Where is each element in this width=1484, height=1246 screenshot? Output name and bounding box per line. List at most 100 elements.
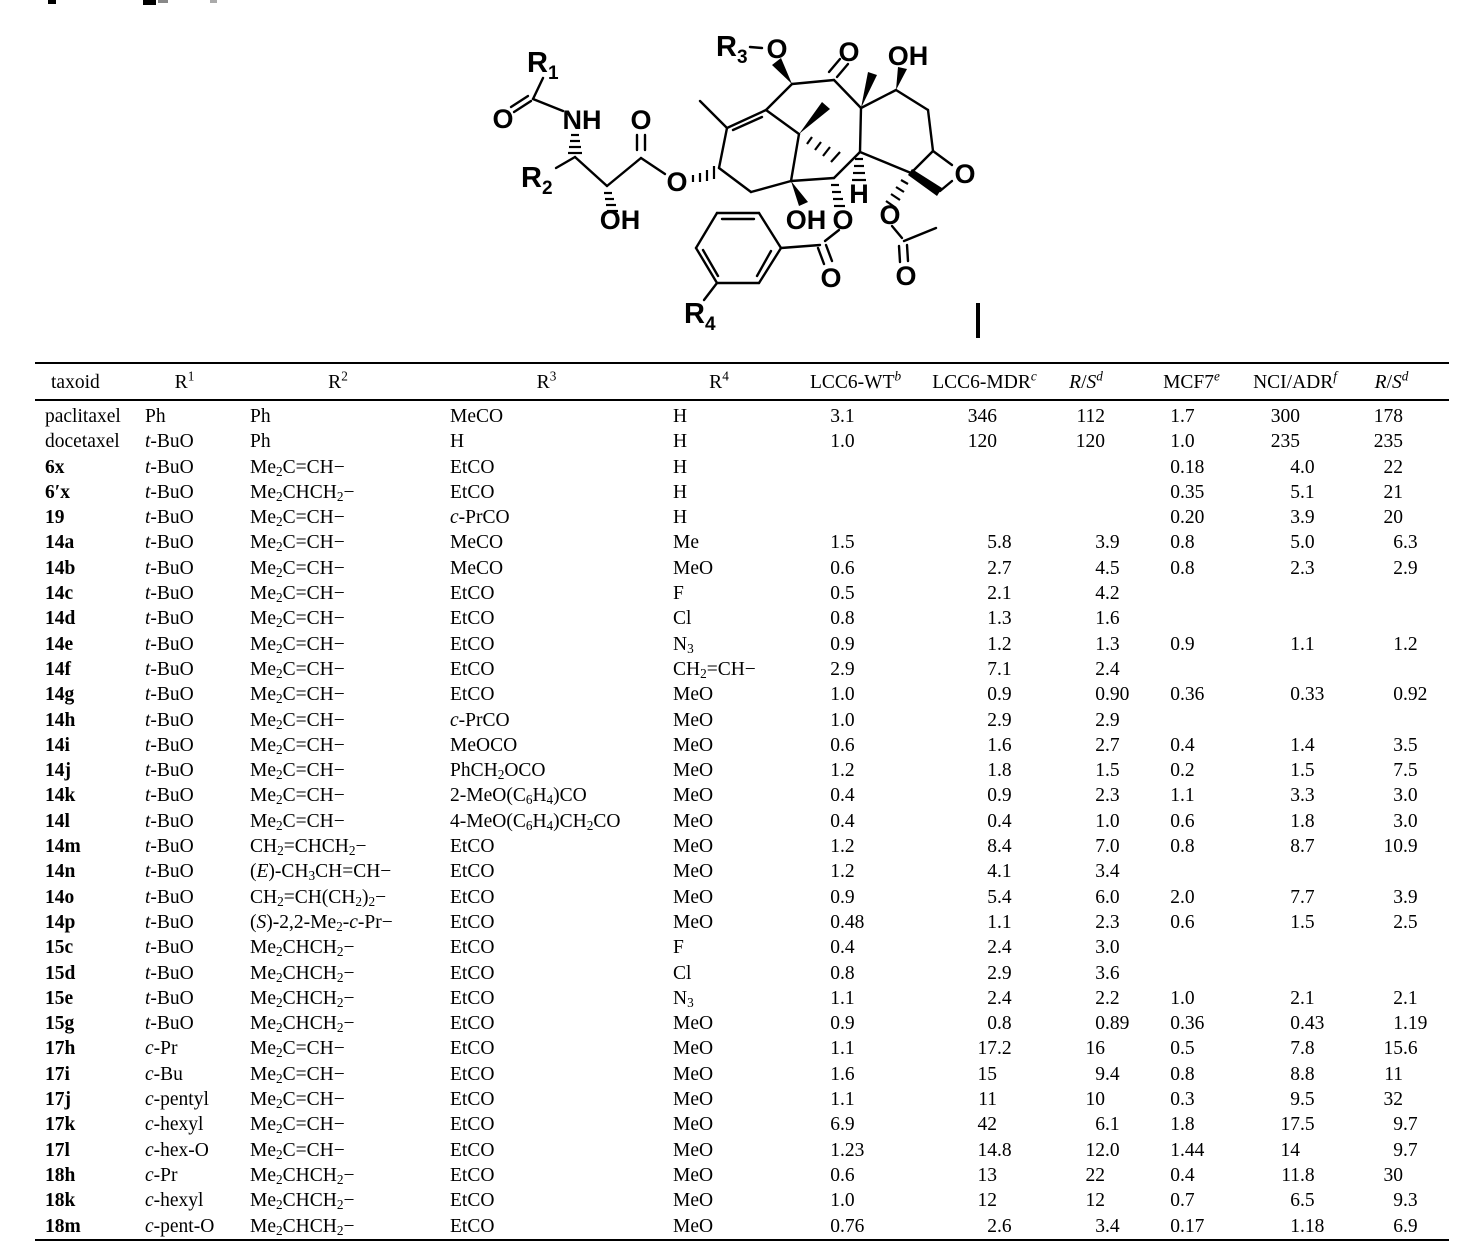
cell-mcf7: 0.3 — [1170, 1089, 1195, 1111]
cell-spacer — [1429, 1188, 1449, 1213]
table-row: 14l t-BuO Me2C=CH− 4-MeO(C6H4)CH2CO MeO 0.4 0.… — [35, 809, 1449, 834]
cell-lcc6-mdr: 4.1 — [987, 861, 1012, 883]
cell-nci-adr: 235 — [1270, 431, 1300, 453]
cell-r2: Me2CHCH2− — [250, 1190, 355, 1213]
cell-lcc6-mdr: 14.8 — [977, 1139, 1012, 1161]
cell-lcc6-mdr: 2.4 — [987, 937, 1012, 959]
cell-r4: F — [673, 937, 684, 959]
cell-r3: EtCO — [450, 481, 495, 503]
cell-r4: CH2=CH− — [673, 658, 756, 681]
cell-spacer — [1429, 480, 1449, 505]
cell-lcc6-wt: 0.6 — [830, 1164, 855, 1186]
cell-spacer — [1429, 530, 1449, 555]
cell-spacer — [1429, 556, 1449, 581]
cell-r4: MeO — [673, 1164, 714, 1186]
column-header-lcc6-mdr: LCC6-MDRc — [866, 364, 1037, 401]
cell-r1: t-BuO — [145, 532, 194, 554]
cell-lcc6-mdr: 0.8 — [987, 1013, 1012, 1035]
hash-wedge-methyl — [806, 136, 841, 163]
cell-lcc6-wt: 1.6 — [830, 1063, 855, 1085]
cell-lcc6-wt: 0.6 — [830, 557, 855, 579]
cell-rs-nci — [1326, 708, 1429, 733]
cell-lcc6-wt: 1.0 — [830, 684, 855, 706]
table-row: 15e t-BuO Me2CHCH2− EtCO N3 1.1 2.4 2.2 1.0 2.1 2.… — [35, 986, 1449, 1011]
cell-lcc6-wt: 3.1 — [830, 406, 855, 427]
cell-r1: t-BuO — [145, 557, 194, 579]
acetate-group — [890, 224, 938, 264]
cell-r4: MeO — [673, 810, 714, 832]
cell-r3: c-PrCO — [450, 709, 510, 731]
cell-taxoid: 14h — [45, 709, 76, 731]
cell-rs-nci: 22 — [1383, 456, 1404, 478]
cell-lcc6-mdr: 2.6 — [987, 1215, 1012, 1237]
cell-nci-adr: 14 — [1280, 1139, 1301, 1161]
cell-taxoid: 14i — [45, 734, 70, 756]
cell-mcf7 — [1131, 708, 1206, 733]
cell-r3: EtCO — [450, 836, 495, 858]
hash-wedge-acetate-o — [885, 179, 909, 209]
cell-rs-nci: 3.9 — [1393, 886, 1418, 908]
cell-rs-lcc6: 2.7 — [1095, 734, 1120, 756]
cell-taxoid: 14p — [45, 911, 76, 933]
cell-lcc6-mdr: 346 — [967, 406, 997, 427]
cell-r2: Me2C=CH− — [250, 1089, 345, 1111]
cell-nci-adr: 6.5 — [1290, 1190, 1315, 1212]
cell-rs-nci: 9.3 — [1393, 1190, 1418, 1212]
cell-r4: MeO — [673, 709, 714, 731]
cell-r3: 2-MeO(C6H4)CO — [450, 785, 587, 808]
cell-taxoid: 14l — [45, 810, 70, 832]
top-edge-fragment — [48, 0, 56, 4]
cell-rs-nci: 178 — [1373, 406, 1403, 427]
cell-lcc6-mdr: 0.4 — [987, 810, 1012, 832]
amide-o-label: O — [492, 104, 513, 134]
cell-r1: t-BuO — [145, 962, 194, 984]
cell-r2: Me2C=CH− — [250, 583, 345, 605]
cell-r2: Me2CHCH2− — [250, 1013, 355, 1036]
cell-lcc6-mdr: 17.2 — [977, 1038, 1012, 1060]
cell-nci-adr: 1.4 — [1290, 734, 1315, 756]
table-row: 14a t-BuO Me2C=CH− MeCO Me 1.5 5.8 3.9 0.8 5.0 6.3 — [35, 530, 1449, 555]
cell-lcc6-mdr: 15 — [977, 1063, 998, 1085]
cell-mcf7 — [1131, 657, 1206, 682]
cell-lcc6-wt: 0.4 — [830, 810, 855, 832]
cell-taxoid: 14c — [45, 583, 74, 605]
cell-r2: CH2=CHCH2− — [250, 836, 367, 858]
cell-mcf7: 1.8 — [1170, 1114, 1195, 1136]
cell-lcc6-mdr: 1.2 — [987, 633, 1012, 655]
header-row: taxoid R1 R2 R3 R4 LCC6-WTb LCC6-MDRc R/Sd MCF7e… — [35, 364, 1449, 401]
cell-r4: MeO — [673, 684, 714, 706]
cell-rs-nci: 21 — [1383, 481, 1404, 503]
cell-mcf7: 0.35 — [1170, 481, 1205, 503]
table-row: 17h c-Pr Me2C=CH− EtCO MeO 1.1 17.2 16 0.5 7.8 15.… — [35, 1036, 1449, 1061]
hash-wedge-oh — [604, 191, 618, 213]
table-row: 14m t-BuO CH2=CHCH2− EtCO MeO 1.2 8.4 7.0 0.8 8.7… — [35, 834, 1449, 859]
cell-spacer — [1429, 961, 1449, 986]
cell-lcc6-wt: 1.1 — [830, 1038, 855, 1060]
cell-lcc6-wt: 1.1 — [830, 987, 855, 1009]
cell-lcc6-mdr: 2.7 — [987, 557, 1012, 579]
cell-rs-lcc6: 3.6 — [1095, 962, 1120, 984]
cell-r1: c-hexyl — [145, 1190, 204, 1212]
cell-r1: t-BuO — [145, 810, 194, 832]
cell-lcc6-wt: 0.48 — [830, 911, 865, 933]
results-table: taxoid R1 R2 R3 R4 LCC6-WTb LCC6-MDRc R/Sd MCF7e… — [35, 364, 1449, 1239]
cell-taxoid: 6′x — [45, 481, 70, 503]
top-edge-fragment — [158, 0, 168, 3]
cell-r1: c-Pr — [145, 1164, 178, 1186]
cell-spacer — [1429, 606, 1449, 631]
table-header: taxoid R1 R2 R3 R4 LCC6-WTb LCC6-MDRc R/Sd MCF7e… — [35, 364, 1449, 401]
top-edge-fragment — [143, 0, 156, 5]
cell-r2: Me2C=CH− — [250, 1063, 345, 1086]
cell-lcc6-mdr: 0.9 — [987, 684, 1012, 706]
cell-taxoid: docetaxel — [45, 431, 120, 453]
cell-r1: c-hex-O — [145, 1139, 209, 1161]
cell-rs-nci: 6.9 — [1393, 1215, 1418, 1237]
r2-label: R2 — [521, 162, 553, 199]
cell-spacer — [1429, 632, 1449, 657]
cell-r3: MeCO — [450, 532, 504, 554]
cell-rs-lcc6: 12.0 — [1085, 1139, 1120, 1161]
cell-lcc6-wt: 0.4 — [830, 785, 855, 807]
cell-spacer — [1429, 429, 1449, 454]
cell-rs-lcc6: 2.4 — [1095, 658, 1120, 680]
cell-taxoid: 18h — [45, 1164, 76, 1186]
